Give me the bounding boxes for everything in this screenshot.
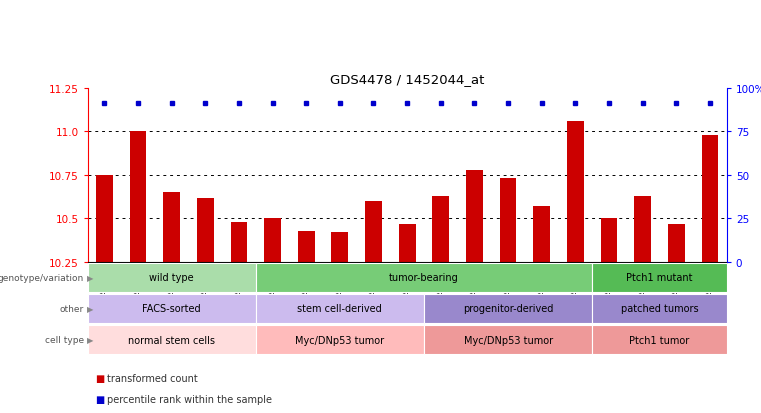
Bar — [592, 325, 727, 354]
Text: Myc/DNp53 tumor: Myc/DNp53 tumor — [463, 335, 552, 345]
Text: ▶: ▶ — [87, 335, 94, 344]
Text: FACS-sorted: FACS-sorted — [142, 304, 201, 314]
Bar — [365, 202, 382, 262]
Bar — [702, 135, 718, 262]
Text: ▶: ▶ — [87, 273, 94, 282]
Text: ■: ■ — [95, 394, 104, 404]
Text: Ptch1 mutant: Ptch1 mutant — [626, 273, 693, 283]
Bar — [592, 294, 727, 324]
Text: wild type: wild type — [149, 273, 194, 283]
Bar — [197, 198, 214, 262]
Title: GDS4478 / 1452044_at: GDS4478 / 1452044_at — [330, 73, 484, 86]
Bar — [432, 196, 449, 262]
Text: other: other — [59, 304, 84, 313]
Bar — [298, 231, 314, 262]
Text: progenitor-derived: progenitor-derived — [463, 304, 553, 314]
Text: cell type: cell type — [45, 335, 84, 344]
Text: ▶: ▶ — [87, 304, 94, 313]
Bar — [424, 294, 592, 324]
Bar — [231, 222, 247, 262]
Text: ■: ■ — [95, 373, 104, 383]
Bar — [88, 294, 256, 324]
Text: tumor-bearing: tumor-bearing — [389, 273, 459, 283]
Bar — [256, 325, 424, 354]
Bar — [600, 219, 617, 262]
Text: stem cell-derived: stem cell-derived — [298, 304, 382, 314]
Text: genotype/variation: genotype/variation — [0, 273, 84, 282]
Text: transformed count: transformed count — [107, 373, 197, 383]
Bar — [88, 325, 256, 354]
Bar — [668, 224, 685, 262]
Bar — [533, 207, 550, 262]
Bar — [332, 233, 349, 262]
Bar — [399, 224, 416, 262]
Text: percentile rank within the sample: percentile rank within the sample — [107, 394, 272, 404]
Text: normal stem cells: normal stem cells — [128, 335, 215, 345]
Bar — [256, 263, 592, 292]
Bar — [567, 122, 584, 262]
Bar — [163, 193, 180, 262]
Bar — [88, 263, 256, 292]
Bar — [129, 132, 146, 262]
Text: patched tumors: patched tumors — [621, 304, 699, 314]
Bar — [256, 294, 424, 324]
Text: Myc/DNp53 tumor: Myc/DNp53 tumor — [295, 335, 384, 345]
Bar — [500, 179, 517, 262]
Bar — [96, 176, 113, 262]
Bar — [264, 219, 281, 262]
Text: Ptch1 tumor: Ptch1 tumor — [629, 335, 689, 345]
Bar — [466, 170, 482, 262]
Bar — [634, 196, 651, 262]
Bar — [592, 263, 727, 292]
Bar — [424, 325, 592, 354]
